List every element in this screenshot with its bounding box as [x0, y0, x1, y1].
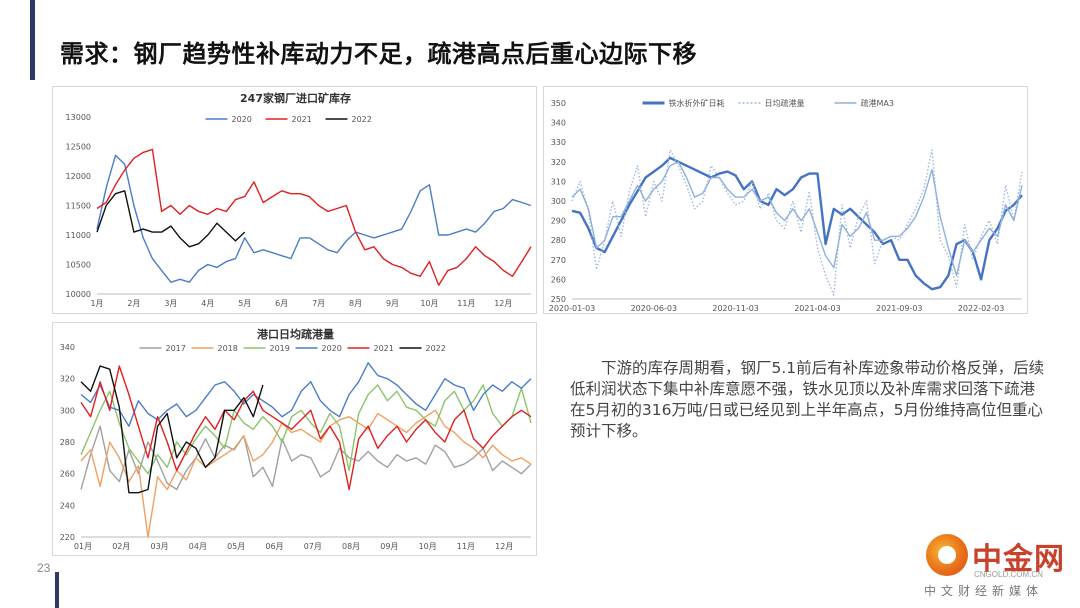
slide-title: 需求：钢厂趋势性补库动力不足，疏港高点后重心边际下移	[60, 40, 697, 68]
y-tick-label-220: 220	[60, 533, 75, 542]
legend-label-2022: 2022	[352, 115, 372, 124]
y-tick-label-12000: 12000	[66, 172, 91, 181]
legend-label--: 日均疏港量	[765, 98, 805, 108]
y-tick-label-240: 240	[60, 501, 75, 510]
series-line-2021	[80, 365, 532, 491]
x-tick-label-4: 04月	[189, 542, 207, 551]
y-tick-label-290: 290	[551, 217, 566, 226]
x-tick-label-11: 11月	[457, 299, 475, 308]
y-tick-label-11500: 11500	[66, 202, 91, 211]
x-tick-label-1: 2020-01-03	[549, 304, 596, 313]
brand-circle-icon	[926, 534, 968, 576]
y-tick-label-350: 350	[551, 99, 566, 108]
x-tick-label-9: 9月	[386, 299, 399, 308]
legend-label-2018: 2018	[218, 344, 238, 353]
chart-port-daily-clearance-svg: 港口日均疏港量 2017 2018 2019 2020 2021 2022 220 240 260…	[60, 327, 532, 551]
legend-label-2021: 2021	[292, 115, 312, 124]
title-accent-bar	[30, 0, 35, 80]
x-tick-label-6: 06月	[265, 542, 283, 551]
series-line-2020	[96, 154, 532, 283]
x-tick-label-5: 2021-09-03	[876, 304, 923, 313]
y-tick-label-10000: 10000	[66, 290, 91, 299]
chart-hot-metal-vs-port-clearance: 铁水折外矿日耗 日均疏港量 疏港MA3 250 260 270 280 290 300 310 32…	[543, 86, 1028, 314]
y-tick-label-300: 300	[60, 406, 75, 415]
x-tick-label-7: 7月	[312, 299, 325, 308]
y-tick-label-310: 310	[551, 177, 566, 186]
brand-logo: 中金网 CNGOLD.COM.CN 中文财经新媒体	[918, 532, 1078, 602]
x-tick-label-12: 12月	[494, 299, 512, 308]
y-tick-label-270: 270	[551, 256, 566, 265]
x-tick-label-10: 10月	[419, 542, 437, 551]
legend-label--MA3: 疏港MA3	[861, 98, 894, 108]
x-tick-label-2: 02月	[112, 542, 130, 551]
x-tick-label-2: 2月	[127, 299, 140, 308]
x-tick-label-3: 2020-11-03	[712, 304, 759, 313]
y-tick-label-280: 280	[60, 438, 75, 447]
series-line-2019	[80, 384, 532, 475]
series-line--MA3	[571, 161, 1023, 277]
y-tick-label-13000: 13000	[66, 113, 91, 122]
x-tick-label-11: 11月	[457, 542, 475, 551]
x-tick-label-2: 2020-06-03	[631, 304, 678, 313]
x-tick-label-6: 2022-02-03	[958, 304, 1005, 313]
y-tick-label-300: 300	[551, 197, 566, 206]
commentary-text: 下游的库存周期看，钢厂5.1前后有补库迹象带动价格反弹，后续低利润状态下集中补库…	[570, 359, 1045, 440]
x-tick-label-4: 2021-04-03	[794, 304, 841, 313]
x-tick-label-5: 05月	[227, 542, 245, 551]
y-tick-label-320: 320	[551, 158, 566, 167]
brand-logo-text: 中金网	[972, 542, 1065, 577]
series-line-2022	[80, 365, 264, 494]
x-tick-label-5: 5月	[238, 299, 251, 308]
legend-label-2022: 2022	[426, 344, 446, 353]
y-tick-label-320: 320	[60, 375, 75, 384]
series-line-2018	[80, 409, 532, 538]
y-tick-label-340: 340	[60, 343, 75, 352]
legend-label-2019: 2019	[270, 344, 290, 353]
chart-iron-ore-inventory: 247家钢厂进口矿库存 2020 2021 2022 10000 10500 11000 11…	[52, 86, 537, 314]
chart-port-daily-clearance: 港口日均疏港量 2017 2018 2019 2020 2021 2022 220 240 260…	[52, 322, 537, 556]
series-line-2021	[96, 148, 532, 286]
x-tick-label-9: 09月	[380, 542, 398, 551]
chart-iron-ore-inventory-svg: 247家钢厂进口矿库存 2020 2021 2022 10000 10500 11000 11…	[66, 91, 532, 308]
x-tick-label-3: 3月	[164, 299, 177, 308]
x-tick-label-1: 01月	[74, 542, 92, 551]
page-number: 23	[37, 561, 51, 575]
brand-domain: CNGOLD.COM.CN	[974, 570, 1043, 579]
x-tick-label-3: 03月	[151, 542, 169, 551]
y-tick-label-12500: 12500	[66, 143, 91, 152]
y-tick-label-260: 260	[60, 470, 75, 479]
series-line--	[571, 156, 1023, 291]
legend-label-2020: 2020	[322, 344, 342, 353]
legend-label-2021: 2021	[374, 344, 394, 353]
brand-tagline: 中文财经新媒体	[924, 584, 1044, 598]
series-line-2020	[80, 362, 532, 427]
series-line-2022	[96, 190, 246, 248]
footer-accent-bar	[55, 572, 59, 608]
y-tick-label-250: 250	[551, 295, 566, 304]
y-tick-label-340: 340	[551, 119, 566, 128]
y-tick-label-280: 280	[551, 236, 566, 245]
x-tick-label-12: 12月	[495, 542, 513, 551]
x-tick-label-10: 10月	[420, 299, 438, 308]
chart-title: 港口日均疏港量	[257, 327, 334, 341]
chart-hot-metal-vs-port-clearance-svg: 铁水折外矿日耗 日均疏港量 疏港MA3 250 260 270 280 290 300 310 32…	[549, 98, 1023, 313]
legend-label-2017: 2017	[166, 344, 186, 353]
legend-label-2020: 2020	[232, 115, 252, 124]
y-tick-label-11000: 11000	[66, 231, 91, 240]
series-line--	[571, 149, 1023, 296]
x-tick-label-4: 4月	[201, 299, 214, 308]
x-tick-label-6: 6月	[275, 299, 288, 308]
chart-title: 247家钢厂进口矿库存	[240, 91, 351, 105]
x-tick-label-1: 1月	[90, 299, 103, 308]
x-tick-label-8: 8月	[349, 299, 362, 308]
x-tick-label-8: 08月	[342, 542, 360, 551]
x-tick-label-7: 07月	[304, 542, 322, 551]
y-tick-label-260: 260	[551, 275, 566, 284]
legend-label--: 铁水折外矿日耗	[669, 98, 725, 108]
y-tick-label-10500: 10500	[66, 261, 91, 270]
y-tick-label-330: 330	[551, 138, 566, 147]
